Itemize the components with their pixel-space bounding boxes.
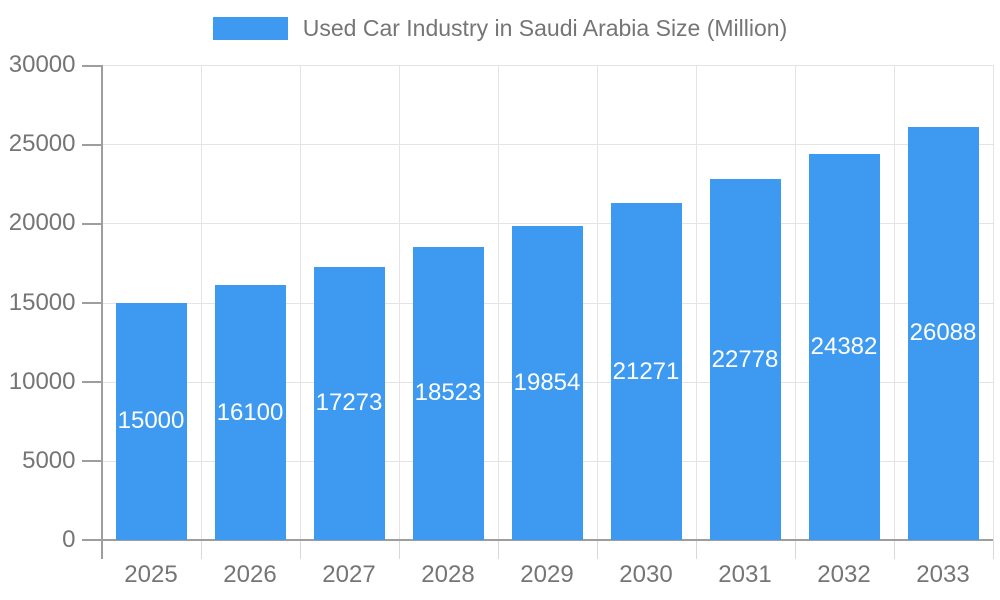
y-tick: [81, 381, 102, 384]
y-tick-label: 25000: [8, 130, 76, 158]
x-tick: [893, 540, 895, 559]
y-tick-label: 5000: [22, 446, 76, 474]
bar[interactable]: [808, 153, 880, 540]
x-baseline: [81, 539, 993, 541]
y-tick: [81, 222, 102, 225]
x-tick: [497, 540, 499, 559]
x-gridline: [497, 65, 499, 540]
x-tick: [299, 540, 301, 559]
legend-swatch: [212, 17, 288, 40]
x-category-label: 2030: [619, 561, 673, 588]
bar-value-label: 15000: [117, 407, 185, 435]
y-gridline: [101, 223, 993, 225]
y-gridline: [101, 144, 993, 146]
x-category-label: 2032: [817, 561, 871, 588]
bar[interactable]: [115, 302, 187, 540]
x-category-label: 2031: [718, 561, 772, 588]
y-axis-line: [100, 65, 103, 559]
x-category-label: 2029: [520, 561, 574, 588]
x-category-label: 2026: [223, 561, 277, 588]
x-gridline: [200, 65, 202, 540]
x-tick: [992, 540, 994, 559]
y-tick-label: 10000: [8, 367, 76, 395]
bar[interactable]: [907, 126, 979, 540]
x-gridline: [596, 65, 598, 540]
y-tick-label: 20000: [8, 209, 76, 237]
legend-title: Used Car Industry in Saudi Arabia Size (…: [302, 15, 788, 41]
y-tick-label: 15000: [8, 288, 76, 316]
y-gridline: [101, 65, 993, 66]
x-category-label: 2028: [421, 561, 475, 588]
bar[interactable]: [610, 203, 682, 540]
bar[interactable]: [214, 285, 286, 540]
x-tick: [200, 540, 202, 559]
x-tick: [695, 540, 697, 559]
bar-value-label: 22778: [711, 345, 779, 373]
y-tick-label: 0: [62, 526, 76, 553]
bar[interactable]: [709, 179, 781, 540]
bar-value-label: 21271: [612, 357, 680, 385]
legend: Used Car Industry in Saudi Arabia Size (…: [0, 17, 1000, 40]
x-category-label: 2025: [124, 561, 178, 588]
x-gridline: [794, 65, 796, 540]
x-gridline: [893, 65, 895, 540]
x-tick: [398, 540, 400, 559]
bar-value-label: 24382: [810, 332, 878, 360]
bar-value-label: 16100: [216, 398, 284, 426]
y-tick: [81, 64, 102, 67]
y-tick: [81, 143, 102, 146]
bar-value-label: 18523: [414, 379, 482, 407]
x-gridline: [695, 65, 697, 540]
bar[interactable]: [511, 225, 583, 540]
y-tick-label: 30000: [8, 51, 76, 78]
x-gridline: [299, 65, 301, 540]
bar-value-label: 19854: [513, 368, 581, 396]
y-tick: [81, 460, 102, 463]
x-gridline: [398, 65, 400, 540]
bar-value-label: 17273: [315, 389, 383, 417]
x-gridline: [992, 65, 994, 540]
bar-value-label: 26088: [909, 319, 977, 347]
y-tick: [81, 302, 102, 304]
x-tick: [596, 540, 598, 559]
bar[interactable]: [313, 266, 385, 540]
bar[interactable]: [412, 246, 484, 540]
x-category-label: 2027: [322, 561, 376, 588]
x-tick: [794, 540, 796, 559]
x-category-label: 2033: [916, 561, 970, 588]
